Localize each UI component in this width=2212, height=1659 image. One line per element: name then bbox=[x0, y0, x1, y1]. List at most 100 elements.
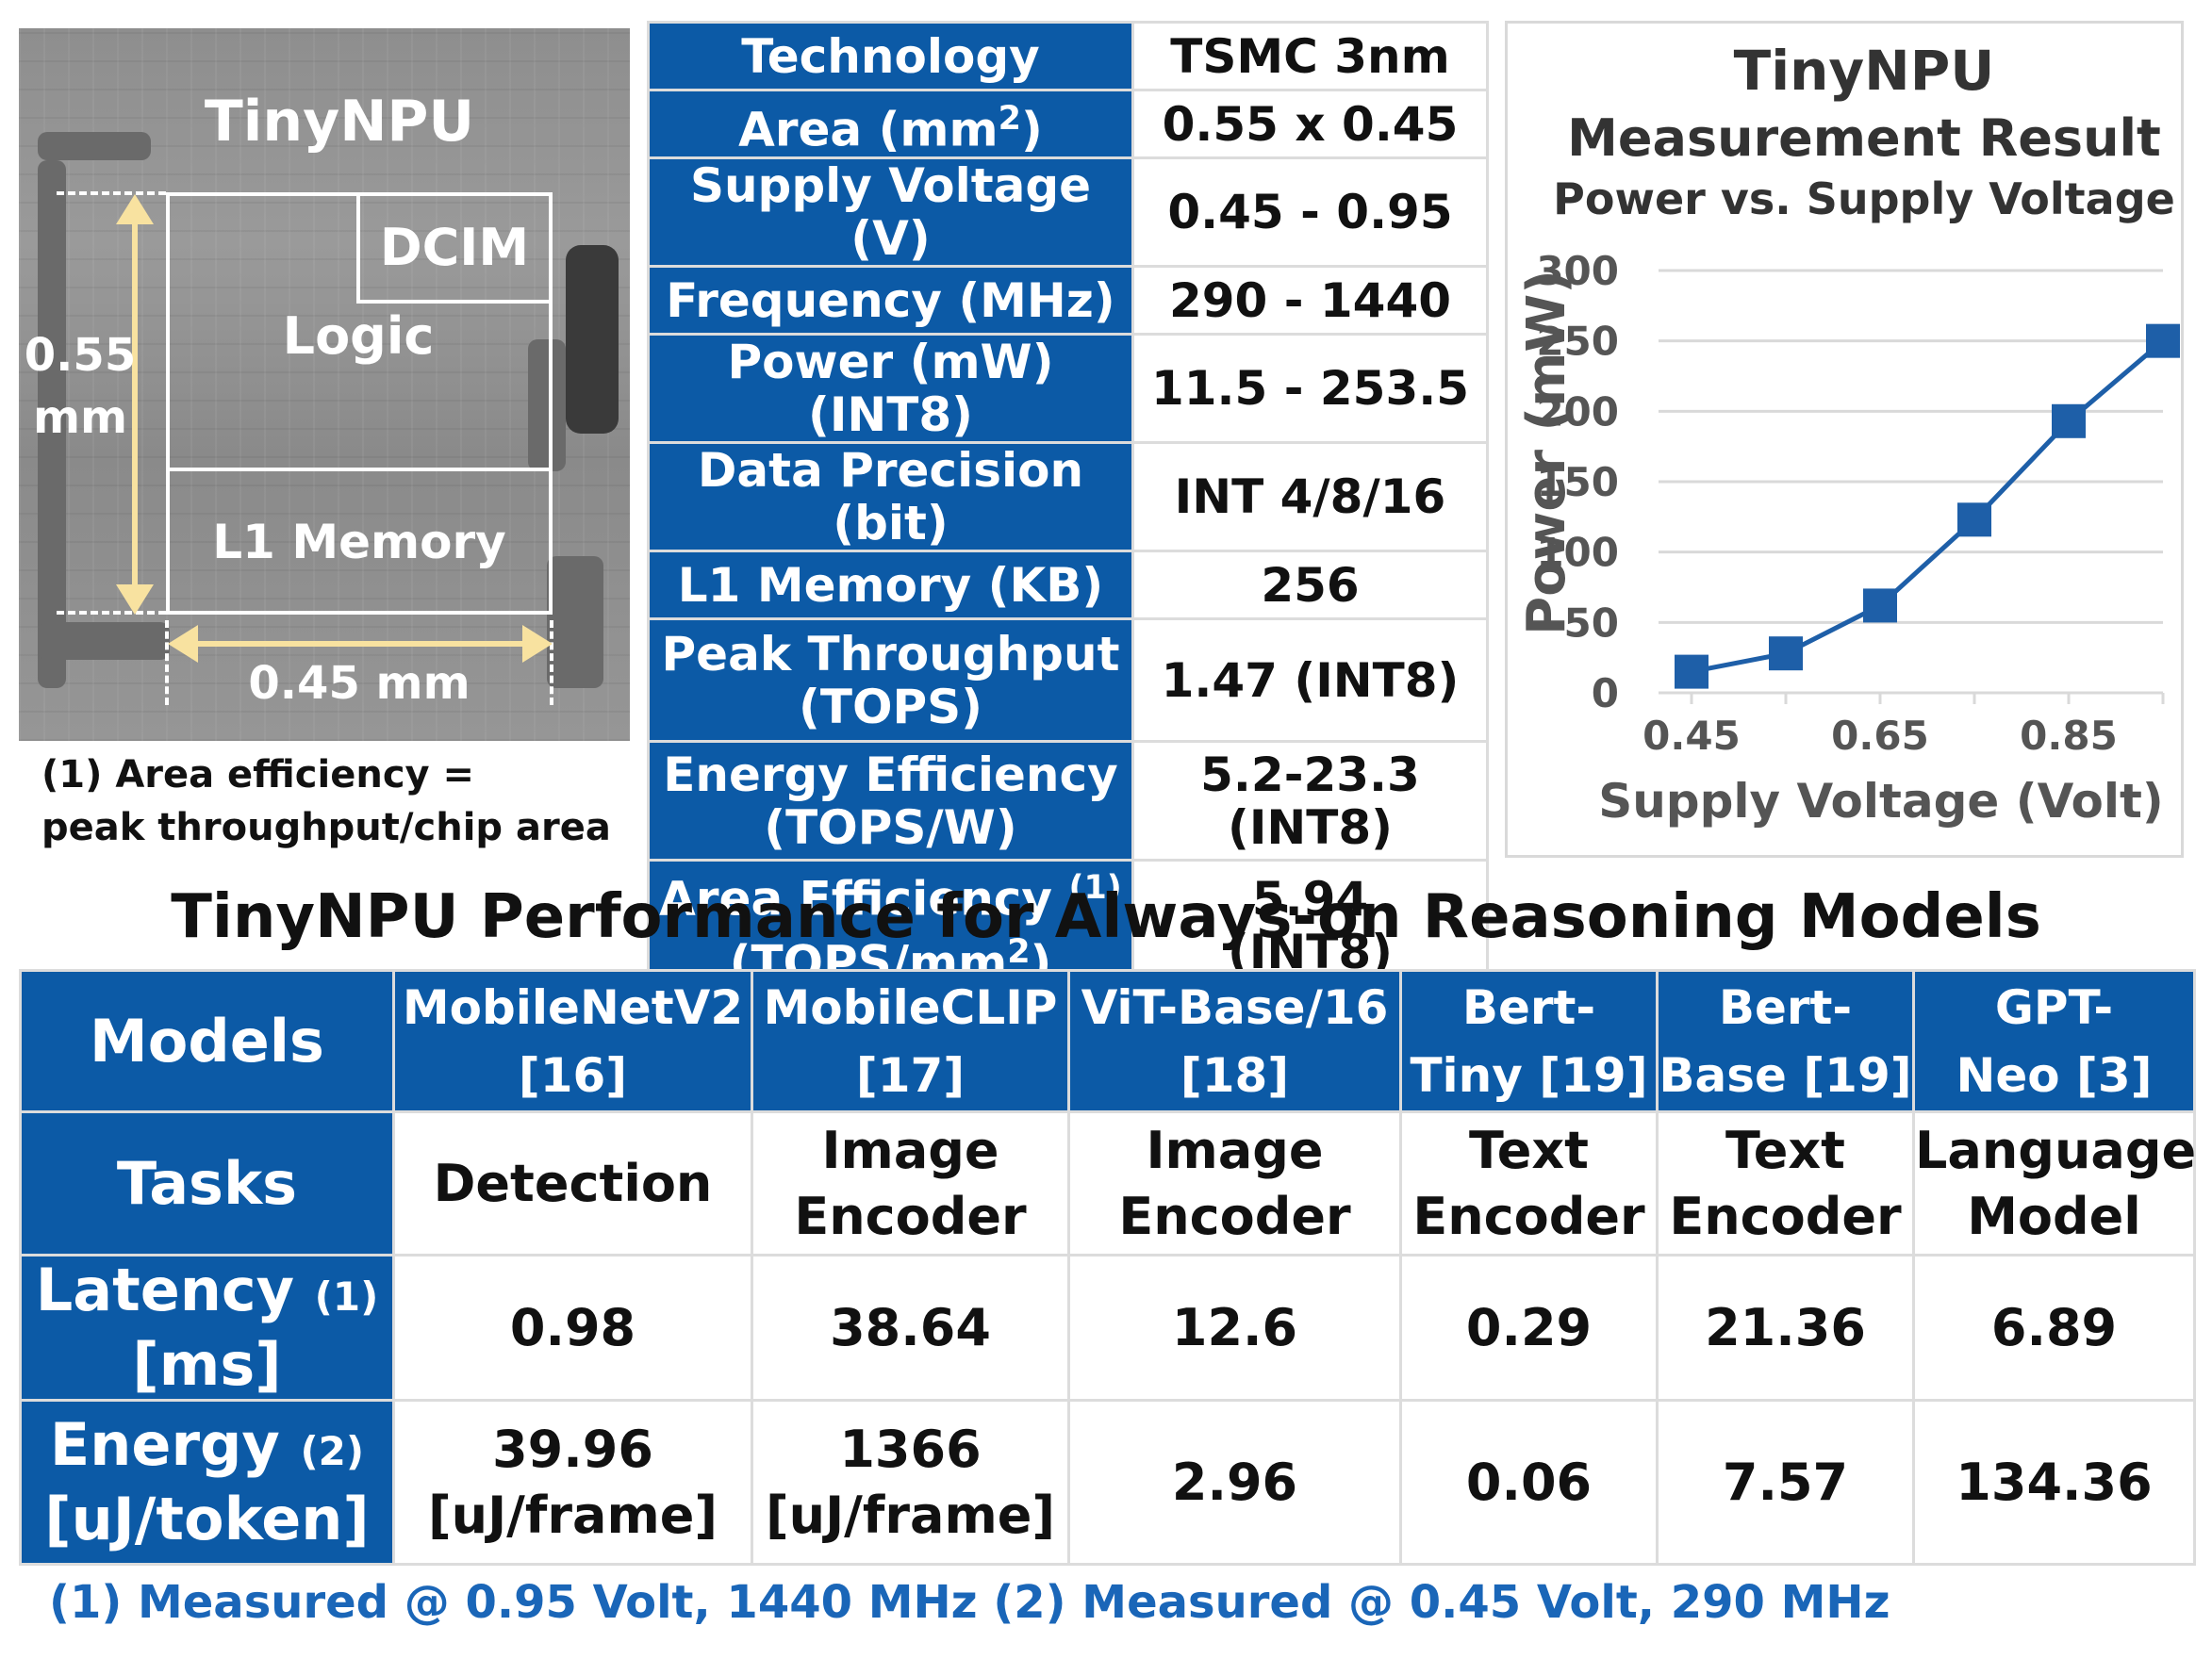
spec-value: 5.2-23.3 (INT8) bbox=[1131, 740, 1489, 862]
spec-row: Energy Efficiency (TOPS/W) 5.2-23.3 (INT8) bbox=[647, 740, 1489, 862]
model-name: MobileCLIP bbox=[763, 979, 1058, 1035]
chart-subtitle2: Power vs. Supply Voltage bbox=[1553, 173, 2175, 224]
data-point bbox=[1675, 654, 1709, 689]
dcim-block bbox=[356, 192, 553, 304]
latency-header: Latency (1) [ms] bbox=[19, 1254, 395, 1402]
spec-label-line: Area Efficiency bbox=[659, 871, 1053, 927]
x-axis-label: Supply Voltage (Volt) bbox=[1598, 774, 2164, 829]
arrowhead-right bbox=[522, 625, 553, 663]
data-point bbox=[2052, 403, 2086, 438]
task-line: Text bbox=[1469, 1120, 1589, 1180]
data-point bbox=[1769, 636, 1803, 671]
spec-label: L1 Memory (KB) bbox=[647, 550, 1134, 620]
tasks-row: Tasks Detection Image Encoder Image Encode… bbox=[19, 1110, 2196, 1257]
die-texture bbox=[38, 132, 151, 160]
energy-cell: 7.57 bbox=[1656, 1399, 1915, 1566]
chart-title: TinyNPU bbox=[1734, 39, 1995, 103]
energy-value: 7.57 bbox=[1722, 1452, 1849, 1512]
energy-sup: (2) bbox=[300, 1428, 365, 1474]
dashed-guide bbox=[57, 191, 166, 195]
y-tick-label: 0 bbox=[1592, 670, 1619, 716]
task-cell: Text Encoder bbox=[1656, 1110, 1915, 1257]
energy-value: 2.96 bbox=[1171, 1452, 1298, 1512]
model-header: Bert- Base [19] bbox=[1656, 969, 1915, 1113]
tasks-header: Tasks bbox=[19, 1110, 395, 1257]
task-line: Encoder bbox=[1118, 1186, 1351, 1246]
spec-row: Technology TSMC 3nm bbox=[647, 21, 1489, 91]
models-header: Models bbox=[19, 969, 395, 1113]
model-name: ViT-Base/16 bbox=[1081, 979, 1389, 1035]
dashed-guide bbox=[57, 611, 166, 615]
logic-label: Logic bbox=[282, 306, 435, 366]
model-ref: [18] bbox=[1180, 1047, 1290, 1103]
energy-unit: [uJ/token] bbox=[44, 1485, 370, 1553]
spec-label: Supply Voltage (V) bbox=[647, 156, 1134, 268]
task-line: Model bbox=[1967, 1186, 2141, 1246]
y-tick-label: 50 bbox=[1564, 600, 1619, 646]
model-ref: [17] bbox=[855, 1047, 966, 1103]
spec-label-text: Area (mm bbox=[738, 102, 999, 157]
spec-row: Power (mW) (INT8) 11.5 - 253.5 bbox=[647, 333, 1489, 444]
task-line: Image bbox=[821, 1120, 999, 1180]
model-header: MobileCLIP [17] bbox=[751, 969, 1070, 1113]
energy-cell: 1366 [uJ/frame] bbox=[751, 1399, 1070, 1566]
task-line: Encoder bbox=[794, 1186, 1027, 1246]
task-cell: Image Encoder bbox=[1067, 1110, 1402, 1257]
height-label-unit: mm bbox=[32, 391, 128, 444]
spec-value: 11.5 - 253.5 bbox=[1131, 333, 1489, 444]
spec-label-line: (TOPS) bbox=[799, 679, 982, 734]
die-texture bbox=[38, 622, 170, 660]
energy-label: Energy bbox=[49, 1410, 280, 1479]
spec-label-text: ) bbox=[1020, 102, 1043, 157]
model-header: GPT- Neo [3] bbox=[1912, 969, 2196, 1113]
die-texture bbox=[528, 339, 566, 471]
spec-value-line: 5.94 bbox=[1251, 871, 1369, 927]
spec-value: 256 bbox=[1131, 550, 1489, 620]
spec-label: Peak Throughput (TOPS) bbox=[647, 617, 1134, 743]
spec-label-line: (TOPS/W) bbox=[764, 799, 1017, 855]
area-efficiency-note-line1: (1) Area efficiency = bbox=[41, 753, 475, 797]
model-header: ViT-Base/16 [18] bbox=[1067, 969, 1402, 1113]
spec-row: Area (mm2) 0.55 x 0.45 bbox=[647, 89, 1489, 159]
width-label: 0.45 mm bbox=[248, 657, 470, 710]
power-chart: TinyNPU Measurement Result Power vs. Sup… bbox=[1516, 39, 2180, 829]
latency-sup: (1) bbox=[314, 1273, 379, 1320]
task-line: Encoder bbox=[1669, 1186, 1902, 1246]
height-arrow bbox=[132, 217, 138, 588]
task-line: Image bbox=[1146, 1120, 1324, 1180]
model-name: GPT- bbox=[1994, 979, 2114, 1035]
y-tick-label: 200 bbox=[1536, 388, 1619, 435]
x-tick-labels: 0.45 0.65 0.85 bbox=[1642, 713, 2118, 759]
spec-value: 0.55 x 0.45 bbox=[1131, 89, 1489, 159]
latency-cell: 21.36 bbox=[1656, 1254, 1915, 1402]
model-name: MobileNetV2 bbox=[402, 979, 744, 1035]
data-point bbox=[1863, 588, 1897, 623]
dashed-guide bbox=[550, 620, 553, 705]
die-texture bbox=[566, 245, 619, 434]
energy-value: 39.96 bbox=[492, 1419, 653, 1479]
die-texture bbox=[38, 160, 66, 688]
spec-value: TSMC 3nm bbox=[1131, 21, 1489, 91]
model-header: MobileNetV2 [16] bbox=[392, 969, 753, 1113]
spec-label-line: Energy Efficiency bbox=[663, 747, 1118, 802]
spec-table: Technology TSMC 3nm Area (mm2) 0.55 x 0.… bbox=[647, 21, 1489, 993]
height-label-value: 0.55 bbox=[24, 329, 137, 382]
latency-cell: 12.6 bbox=[1067, 1254, 1402, 1402]
task-line: Detection bbox=[433, 1153, 713, 1213]
spec-value: 290 - 1440 bbox=[1131, 265, 1489, 336]
y-tick-label: 300 bbox=[1536, 248, 1619, 294]
spec-row: Supply Voltage (V) 0.45 - 0.95 bbox=[647, 156, 1489, 268]
spec-value-line: (INT8) bbox=[1227, 799, 1394, 855]
energy-cell: 134.36 bbox=[1912, 1399, 2196, 1566]
energy-cell: 2.96 bbox=[1067, 1399, 1402, 1566]
energy-value: 134.36 bbox=[1956, 1452, 2153, 1512]
spec-label: Energy Efficiency (TOPS/W) bbox=[647, 740, 1134, 862]
latency-unit: [ms] bbox=[132, 1330, 282, 1399]
spec-row: L1 Memory (KB) 256 bbox=[647, 550, 1489, 620]
arrowhead-down bbox=[116, 584, 154, 615]
energy-cell: 39.96 [uJ/frame] bbox=[392, 1399, 753, 1566]
arrowhead-up bbox=[116, 194, 154, 224]
y-tick-labels: 0 50 100 150 200 250 300 bbox=[1536, 248, 1619, 716]
area-efficiency-note-line2: peak throughput/chip area bbox=[41, 806, 611, 849]
spec-label-line: Peak Throughput bbox=[661, 626, 1120, 682]
